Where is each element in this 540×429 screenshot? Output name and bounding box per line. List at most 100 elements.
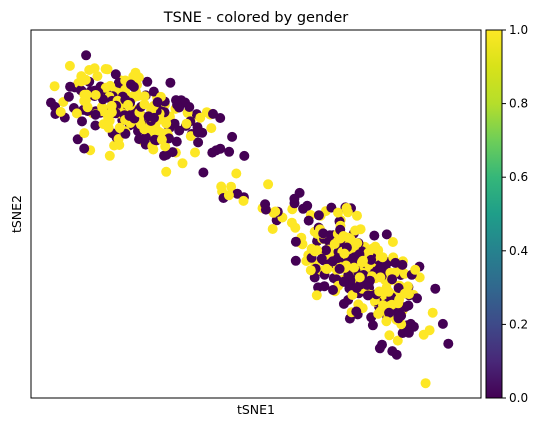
scatter-point [90,90,101,100]
scatter-point [316,253,327,264]
scatter-point [414,272,425,283]
scatter-point [156,134,167,145]
scatter-point [373,308,384,319]
scatter-point [63,91,74,102]
scatter-point [393,298,404,309]
scatter-point [90,120,101,131]
scatter-point [114,122,125,133]
scatter-point [387,274,398,285]
scatter-point [181,118,192,129]
scatter-point [430,283,441,294]
scatter-point [231,168,242,179]
scatter-point [374,343,385,354]
scatter-point [90,109,101,120]
scatter-point [437,318,448,329]
scatter-point [76,76,87,87]
scatter-point [55,106,66,117]
scatter-point [171,95,181,106]
scatter-point [139,99,150,110]
scatter-point [302,200,313,211]
scatter-point [427,307,438,318]
x-axis-label: tSNE1 [237,402,275,417]
scatter-point [64,60,75,71]
scatter-point [410,264,421,275]
scatter-point [290,255,301,266]
scatter-point [171,136,182,147]
scatter-point [366,243,377,254]
scatter-point [374,286,385,297]
colorbar-tick-label: 0.8 [509,97,528,111]
scatter-point [321,263,332,274]
scatter-point [349,262,360,273]
scatter-point [208,108,218,119]
scatter-point [367,320,378,331]
scatter-point [328,285,338,295]
scatter-points [46,50,454,389]
scatter-point [392,335,403,346]
scatter-point [333,207,343,218]
scatter-point [142,76,153,87]
colorbar [485,29,503,399]
scatter-point [363,277,374,288]
colorbar-tick-label: 0.6 [509,170,528,184]
scatter-point [403,327,414,338]
scatter-point [351,306,362,317]
scatter-point [227,131,238,142]
scatter-point [338,298,349,309]
scatter-point [420,378,431,389]
scatter-point [223,190,234,201]
scatter-point [140,132,151,143]
scatter-point [399,288,410,299]
scatter-point [104,150,115,161]
scatter-point [238,195,249,206]
scatter-point [338,276,349,287]
colorbar-ticks: 0.0 0.2 0.4 0.6 0.8 1.0 [502,23,528,405]
colorbar-tick-label: 0.0 [509,391,528,405]
scatter-point [89,63,100,74]
scatter-point [177,158,188,169]
scatter-point [321,245,331,256]
scatter-point [165,77,176,88]
colorbar-tick-label: 1.0 [509,23,528,37]
scatter-point [239,150,250,161]
scatter-point [148,86,159,97]
scatter-point [390,257,401,268]
scatter-point [366,254,377,265]
scatter-point [267,224,278,234]
scatter-point [286,217,297,228]
scatter-point [215,143,226,154]
scatter-point [149,134,160,145]
scatter-point [352,238,363,249]
scatter-point [350,225,361,236]
scatter-point [113,134,124,144]
scatter-point [100,64,111,74]
scatter-point [190,147,200,158]
scatter-point [362,290,373,301]
scatter-point [260,204,271,215]
scatter-point [92,71,103,82]
scatter-point [198,167,209,178]
scatter-point [206,123,217,134]
scatter-point [226,181,237,192]
scatter-point [167,147,178,158]
plot-frame [30,29,482,399]
scatter-point [351,283,362,293]
chart-title: TSNE - colored by gender [163,10,348,26]
scatter-point [377,252,388,263]
scatter-point [313,210,324,221]
scatter-point [152,97,163,108]
scatter-point [79,128,90,139]
scatter-point [383,286,394,297]
scatter-point [81,89,92,100]
scatter-point [334,263,345,274]
scatter-point [139,124,150,135]
scatter-point [289,198,300,209]
scatter-point [123,99,133,110]
scatter-point [184,102,195,112]
scatter-point [387,237,398,247]
scatter-point [319,281,330,292]
scatter-point [369,230,380,241]
scatter-point [105,80,116,91]
scatter-point [216,181,227,192]
